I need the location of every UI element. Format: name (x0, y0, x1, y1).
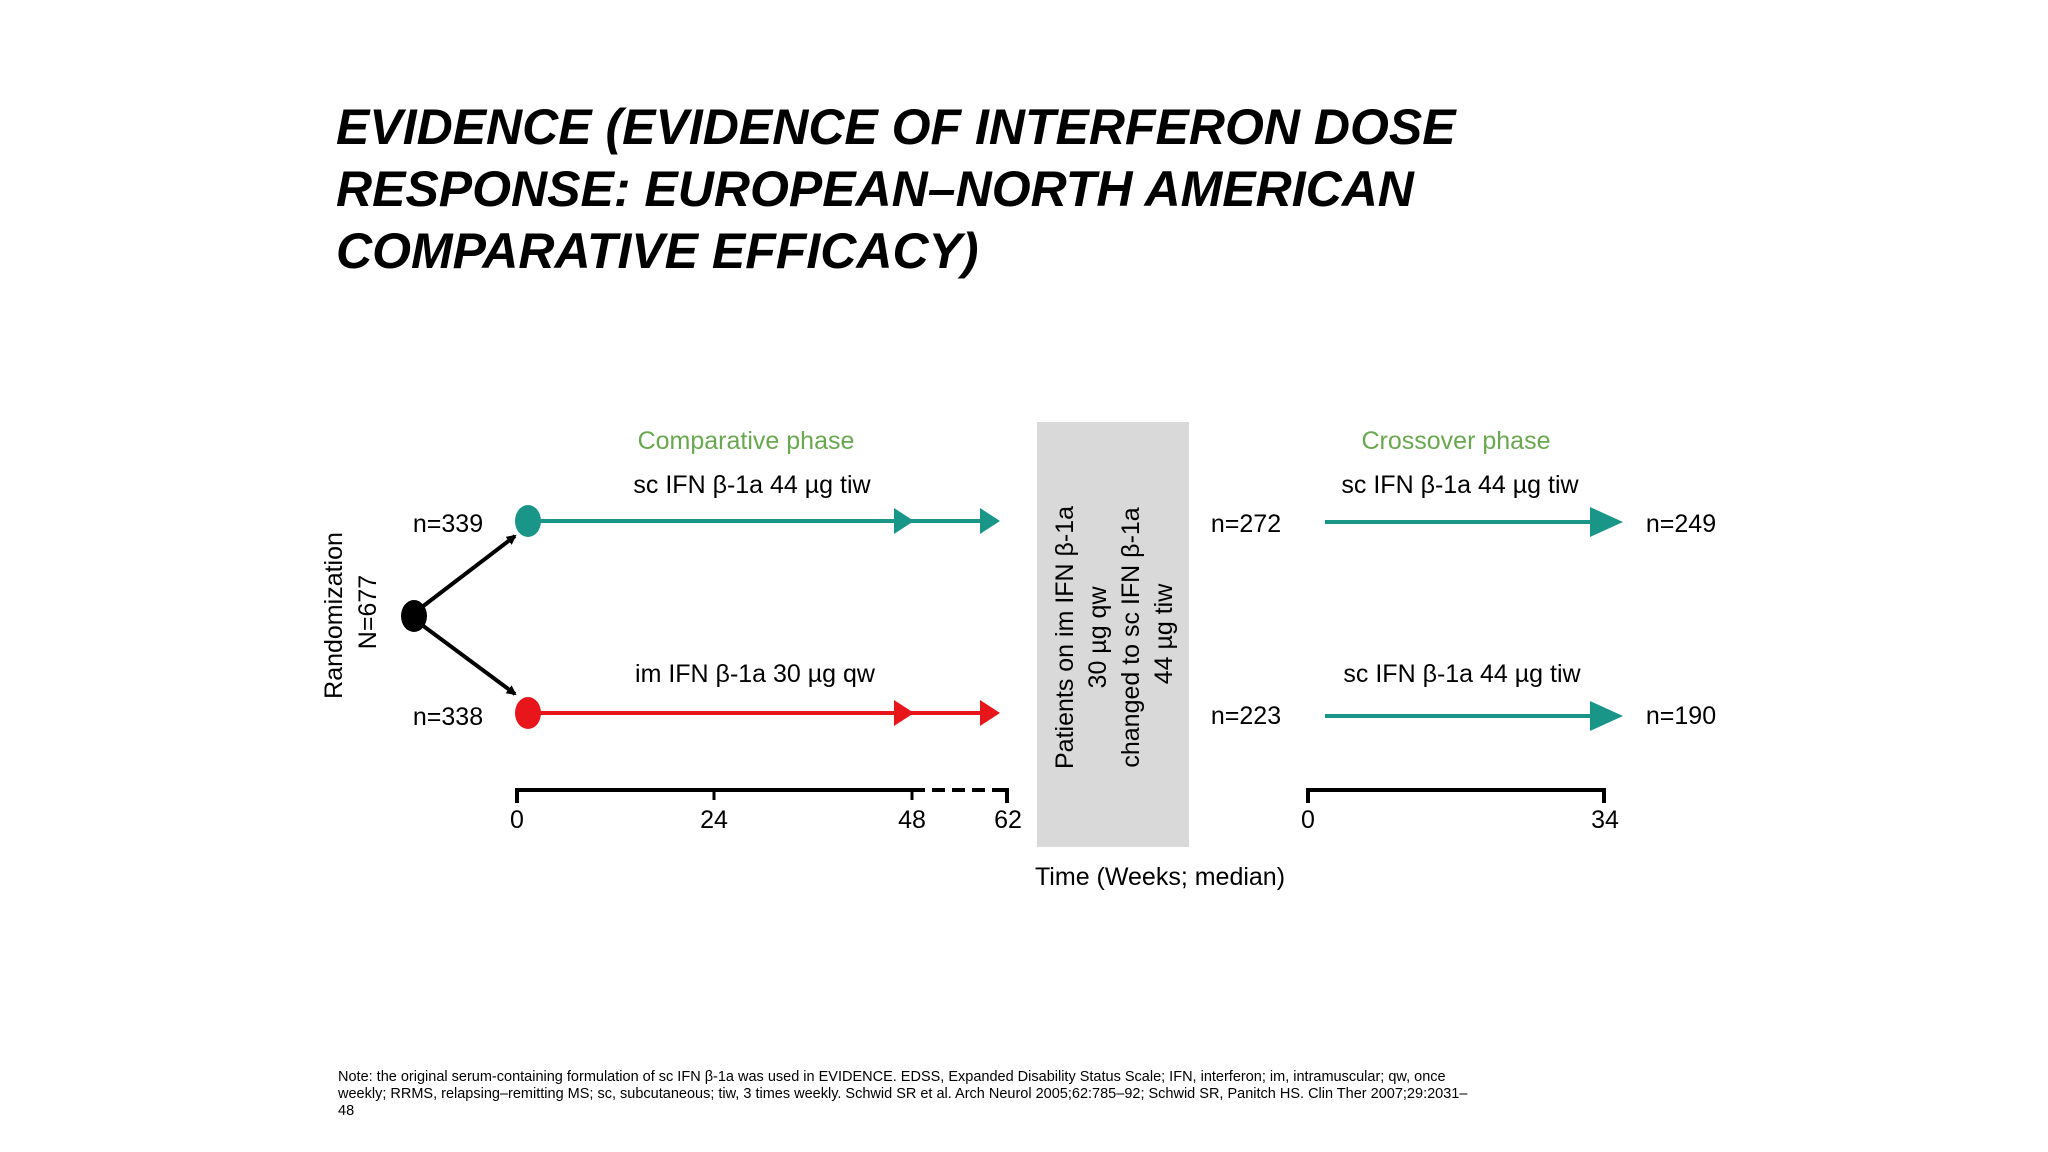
crossover-tick-label: 0 (1301, 806, 1315, 834)
switch-box-line: Patients on im IFN β-1a (1051, 506, 1079, 769)
slide-title: EVIDENCE (EVIDENCE OF INTERFERON DOSE RE… (336, 96, 1586, 282)
footnote: Note: the original serum-containing form… (338, 1069, 1698, 1120)
footnote-line: weekly; RRMS, relapsing–remitting MS; sc… (338, 1086, 1468, 1102)
crossover-tick-label: 34 (1591, 806, 1619, 834)
bottom-cross-arrowhead (1590, 701, 1623, 731)
top-cross-n-end: n=249 (1646, 510, 1716, 538)
crossover-time-axis (1306, 788, 1606, 803)
title-line: EVIDENCE (EVIDENCE OF INTERFERON DOSE (336, 99, 1456, 155)
title-line: RESPONSE: EUROPEAN–NORTH AMERICAN (336, 161, 1414, 217)
comparative-time-axis (515, 788, 1009, 803)
comparative-tick-label: 24 (700, 806, 728, 834)
comparative-phase-label: Comparative phase (638, 427, 855, 455)
bottom-arm-arrowhead-62 (980, 700, 1000, 726)
branch-arrow-top (420, 534, 517, 609)
switch-box-line: changed to sc IFN β-1a (1117, 507, 1145, 767)
bottom-arm-n-start: n=338 (413, 703, 483, 731)
crossover-phase-label: Crossover phase (1362, 427, 1551, 455)
time-axis-label: Time (Weeks; median) (1035, 863, 1285, 891)
top-cross-arrowhead (1590, 507, 1623, 537)
bottom-cross-n-end: n=190 (1646, 702, 1716, 730)
randomization-label: Randomization N=677 (320, 525, 382, 699)
randomization-n: N=677 (354, 575, 382, 649)
randomization-node (401, 600, 427, 632)
title-line: COMPARATIVE EFFICACY) (336, 223, 979, 279)
footnote-line: Note: the original serum-containing form… (338, 1069, 1446, 1085)
switch-box-line: 30 µg qw (1084, 586, 1112, 689)
comparative-tick-label: 0 (510, 806, 524, 834)
randomization-text: Randomization (320, 532, 348, 699)
comparative-tick-label: 62 (994, 806, 1022, 834)
bottom-arm-treatment: im IFN β-1a 30 µg qw (635, 660, 876, 688)
switch-box-text: Patients on im IFN β-1a 30 µg qw changed… (1051, 499, 1178, 769)
top-arm-arrowhead-62 (980, 508, 1000, 534)
branch-arrow-bottom (420, 623, 517, 696)
bottom-cross-n: n=223 (1211, 702, 1281, 730)
switch-box-line: 44 µg tiw (1150, 583, 1178, 685)
footnote-line: 48 (338, 1103, 355, 1119)
top-cross-n: n=272 (1211, 510, 1281, 538)
top-arm-arrowhead-48 (894, 508, 914, 534)
bottom-arm-arrowhead-48 (894, 700, 914, 726)
comparative-tick-label: 48 (898, 806, 926, 834)
bottom-cross-treatment: sc IFN β-1a 44 µg tiw (1343, 660, 1581, 688)
top-arm-n-start: n=339 (413, 510, 483, 538)
top-cross-treatment: sc IFN β-1a 44 µg tiw (1341, 471, 1579, 499)
switch-box (1037, 422, 1189, 847)
top-arm-treatment: sc IFN β-1a 44 µg tiw (633, 471, 871, 499)
